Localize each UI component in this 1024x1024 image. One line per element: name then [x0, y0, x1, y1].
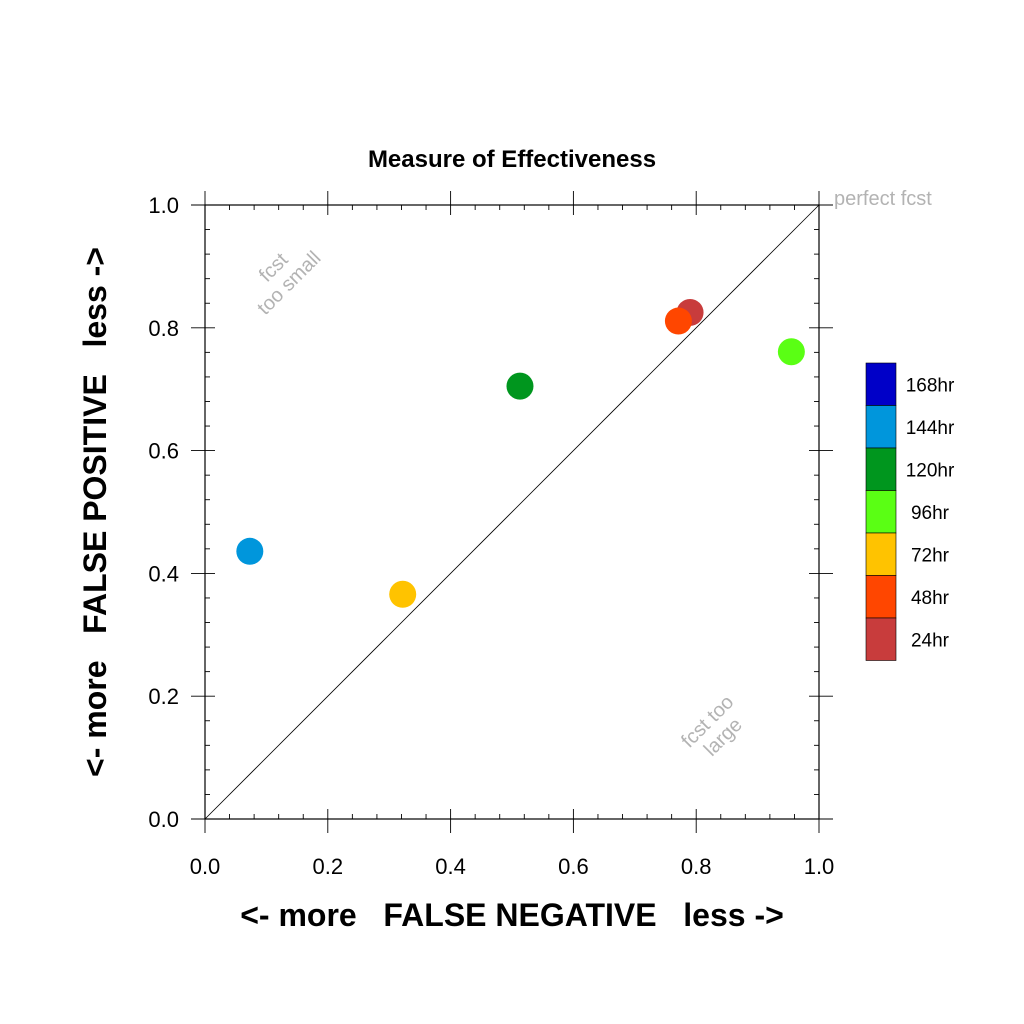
legend-label-144hr: 144hr	[906, 418, 955, 439]
legend-swatch-72hr	[865, 532, 897, 576]
legend-swatch-168hr	[865, 362, 897, 406]
x-tick-label: 0.8	[681, 854, 712, 879]
plot-frame	[204, 204, 820, 820]
y-tick-label: 0.0	[148, 807, 179, 832]
y-tick-label: 1.0	[148, 193, 179, 218]
y-axis-title: <- more FALSE POSITIVE less ->	[77, 247, 113, 777]
x-tick-label: 0.0	[190, 854, 221, 879]
y-tick-label: 0.8	[148, 316, 179, 341]
legend-swatch-144hr	[865, 405, 897, 449]
point-144hr	[236, 537, 264, 565]
legend-label-48hr: 48hr	[911, 588, 950, 609]
y-tick-label: 0.4	[148, 561, 179, 586]
legend-label-96hr: 96hr	[911, 503, 950, 524]
perfect-forecast-diagonal	[204, 204, 820, 820]
x-tick-label: 0.2	[313, 854, 344, 879]
legend-swatch-96hr	[865, 490, 897, 534]
legend-label-120hr: 120hr	[906, 460, 955, 481]
point-72hr	[389, 580, 417, 608]
x-tick-label: 0.4	[435, 854, 466, 879]
legend-swatch-24hr	[865, 617, 897, 661]
legend-label-72hr: 72hr	[911, 545, 950, 566]
axis-ticks	[191, 191, 833, 833]
annotation-too-small-line2: too small	[253, 247, 325, 319]
point-48hr	[664, 307, 692, 335]
y-tick-label: 0.2	[148, 684, 179, 709]
legend-label-24hr: 24hr	[911, 630, 950, 651]
data-points	[236, 298, 805, 608]
x-tick-label: 0.6	[558, 854, 589, 879]
legend-swatch-48hr	[865, 575, 897, 619]
point-96hr	[777, 338, 805, 366]
legend: 168hr 144hr 120hr 96hr 72hr 48hr 24hr	[865, 362, 955, 661]
legend-swatch-120hr	[865, 447, 897, 491]
x-tick-label: 1.0	[804, 854, 835, 879]
annotation-too-small: fcst too small	[253, 247, 325, 319]
legend-label-168hr: 168hr	[906, 375, 955, 396]
annotation-perfect-fcst: perfect fcst	[834, 188, 932, 210]
chart-title: Measure of Effectiveness	[368, 146, 656, 173]
annotation-too-large: fcst too large	[677, 691, 747, 761]
x-axis-title: <- more FALSE NEGATIVE less ->	[240, 897, 784, 933]
tick-labels: 0.0 0.2 0.4 0.6 0.8 1.0 0.0 0.2 0.4 0.6 0.8 1.0	[148, 193, 834, 879]
point-120hr	[506, 372, 534, 400]
y-tick-label: 0.6	[148, 439, 179, 464]
